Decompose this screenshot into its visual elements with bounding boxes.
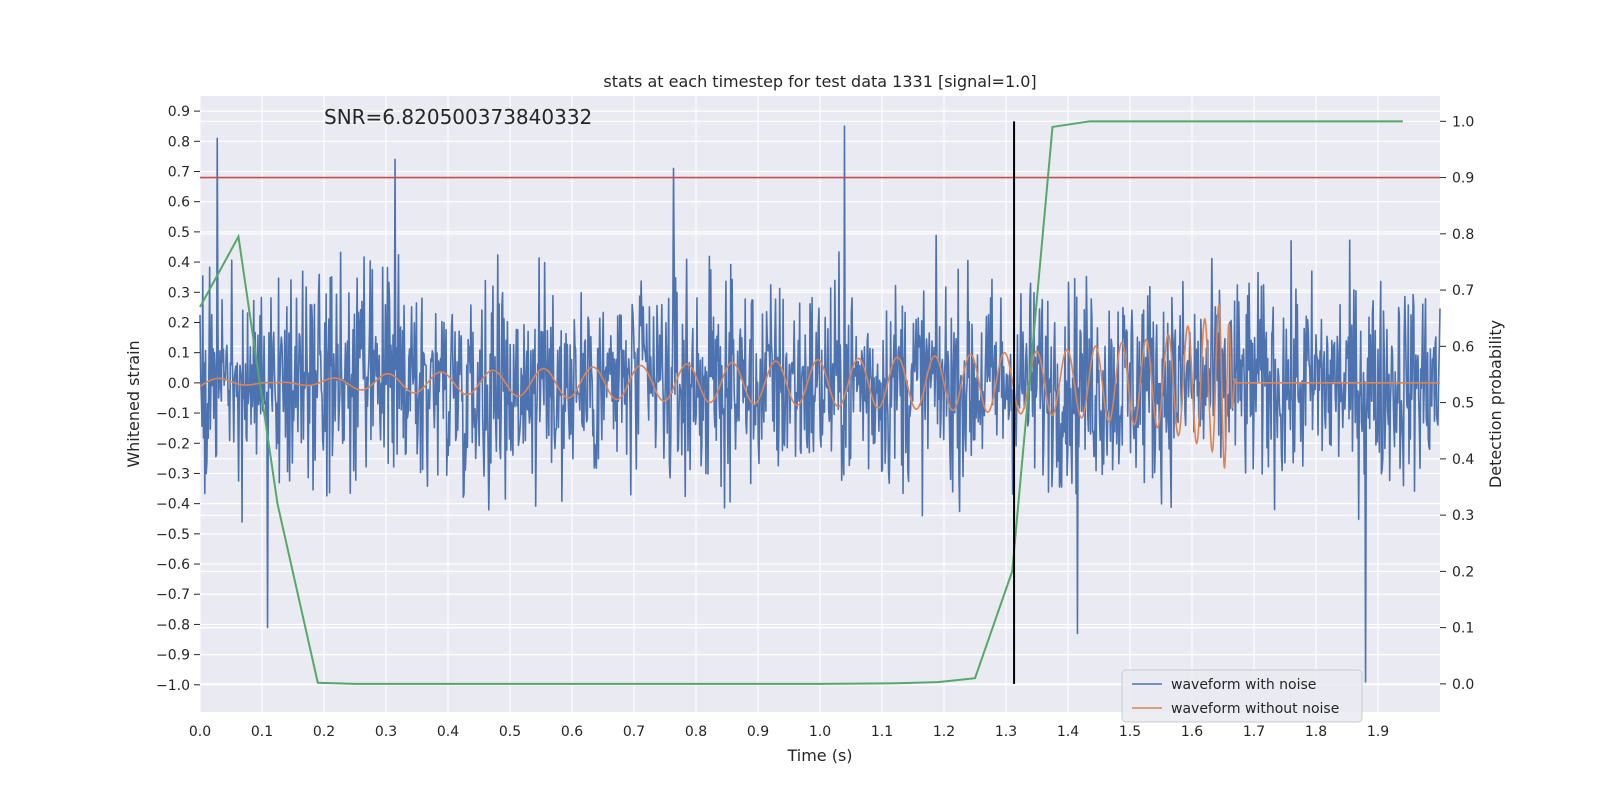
x-tick-label: 0.5 <box>499 724 521 740</box>
y-left-tick-label: 0.9 <box>168 104 190 120</box>
y-left-tick-label: 0.6 <box>168 195 190 211</box>
x-axis-label: Time (s) <box>786 746 852 765</box>
y-left-tick-label: 0.0 <box>168 376 190 392</box>
y-left-tick-label: −0.9 <box>156 648 190 664</box>
y-right-tick-label: 0.8 <box>1452 227 1474 243</box>
x-tick-label: 1.9 <box>1367 724 1389 740</box>
y-left-tick-label: −0.2 <box>156 436 190 452</box>
y-left-tick-label: 0.3 <box>168 285 190 301</box>
legend-label-noisy: waveform with noise <box>1171 677 1316 693</box>
y-right-tick-label: 0.4 <box>1452 452 1474 468</box>
x-tick-label: 0.6 <box>561 724 583 740</box>
legend-label-clean: waveform without noise <box>1171 701 1339 717</box>
x-tick-label: 0.0 <box>189 724 211 740</box>
y-left-tick-label: 0.5 <box>168 225 190 241</box>
y-axis-right-label: Detection probability <box>1486 320 1505 488</box>
y-left-tick-label: −0.7 <box>156 587 190 603</box>
x-tick-label: 0.2 <box>313 724 335 740</box>
y-right-tick-label: 0.5 <box>1452 396 1474 412</box>
y-right-tick-label: 1.0 <box>1452 114 1474 130</box>
y-left-tick-label: −1.0 <box>156 678 190 694</box>
x-tick-label: 0.7 <box>623 724 645 740</box>
y-left-tick-label: −0.1 <box>156 406 190 422</box>
y-left-tick-label: −0.4 <box>156 497 190 513</box>
y-right-tick-label: 0.9 <box>1452 171 1474 187</box>
y-right-tick-label: 0.2 <box>1452 564 1474 580</box>
y-left-tick-label: 0.8 <box>168 134 190 150</box>
x-tick-label: 0.9 <box>747 724 769 740</box>
y-left-tick-label: 0.2 <box>168 315 190 331</box>
x-tick-label: 1.5 <box>1119 724 1141 740</box>
legend: waveform with noise waveform without noi… <box>1121 669 1363 723</box>
legend-box <box>1121 669 1363 723</box>
x-tick-label: 1.1 <box>871 724 893 740</box>
y-right-tick-label: 0.6 <box>1452 339 1474 355</box>
x-tick-label: 0.3 <box>375 724 397 740</box>
y-left-tick-label: −0.3 <box>156 466 190 482</box>
y-right-tick-label: 0.7 <box>1452 283 1474 299</box>
chart-title: stats at each timestep for test data 133… <box>603 72 1036 91</box>
x-tick-label: 0.8 <box>685 724 707 740</box>
x-tick-label: 1.3 <box>995 724 1017 740</box>
y-right-tick-label: 0.0 <box>1452 677 1474 693</box>
y-left-tick-label: −0.6 <box>156 557 190 573</box>
y-left-tick-label: −0.8 <box>156 617 190 633</box>
y-axis-left-label: Whitened strain <box>124 340 143 467</box>
x-tick-label: 1.6 <box>1181 724 1203 740</box>
x-tick-label: 1.4 <box>1057 724 1079 740</box>
series-waveform-without-noise <box>199 302 1440 470</box>
x-tick-label: 1.7 <box>1243 724 1265 740</box>
x-tick-label: 1.2 <box>933 724 955 740</box>
y-right-tick-label: 0.3 <box>1452 508 1474 524</box>
y-left-tick-label: 0.7 <box>168 164 190 180</box>
x-tick-label: 1.0 <box>809 724 831 740</box>
snr-annotation: SNR=6.820500373840332 <box>324 105 592 129</box>
y-left-tick-label: −0.5 <box>156 527 190 543</box>
x-tick-label: 0.1 <box>251 724 273 740</box>
y-right-tick-label: 0.1 <box>1452 621 1474 637</box>
y-left-tick-label: 0.4 <box>168 255 190 271</box>
x-tick-label: 0.4 <box>437 724 459 740</box>
y-left-tick-label: 0.1 <box>168 346 190 362</box>
tick-labels: 0.0 0.1 0.2 0.3 0.4 0.5 0.6 0.7 0.8 0.9 1.0 1.1 1.2 1… <box>156 104 1474 740</box>
x-tick-label: 1.8 <box>1305 724 1327 740</box>
plot-series <box>199 120 1441 685</box>
